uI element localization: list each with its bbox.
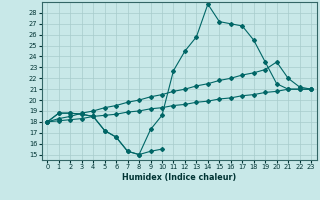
X-axis label: Humidex (Indice chaleur): Humidex (Indice chaleur)	[122, 173, 236, 182]
